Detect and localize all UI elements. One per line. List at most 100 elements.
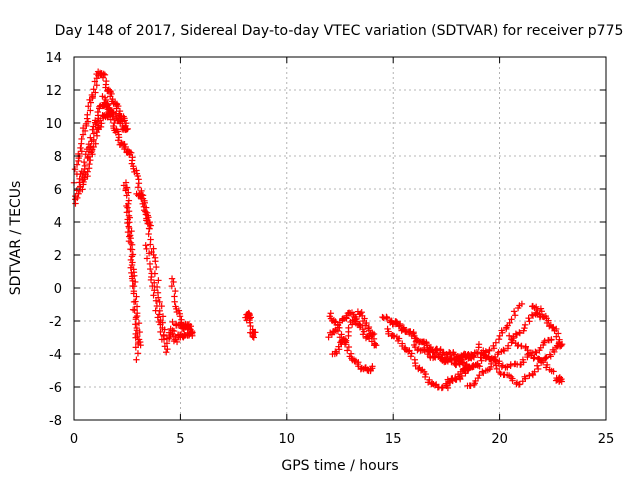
y-tick-label: 2 [54,249,62,264]
data-point [133,303,141,310]
data-point [516,381,523,388]
data-point [107,116,115,123]
data-point [421,347,428,354]
data-point [537,305,545,312]
data-point [152,307,159,314]
data-point [127,256,135,264]
data-point [71,165,79,173]
data-point [139,192,147,199]
data-point [503,363,511,370]
data-point [152,297,160,304]
data-point [149,282,156,290]
data-point [539,359,547,366]
data-point [331,319,338,326]
data-point [159,324,166,332]
data-point [124,228,132,236]
data-point [421,373,429,381]
data-point [126,151,133,158]
data-point [84,118,92,125]
data-point [169,318,176,326]
data-point [87,156,94,164]
data-point [172,336,179,343]
x-tick-label: 0 [70,432,78,447]
data-point [481,352,489,359]
data-point [114,137,122,144]
data-point [87,134,94,141]
data-point [524,346,531,354]
data-point [169,330,176,338]
data-point [518,300,526,308]
plot-frame [73,56,607,421]
data-point [130,266,137,273]
data-point [398,327,405,334]
data-point [433,349,440,357]
data-point [408,350,415,357]
series-track-1 [70,68,131,186]
x-tick-label: 5 [176,432,184,447]
data-point [79,131,87,138]
data-point [404,348,412,355]
data-point [171,298,178,305]
data-point [123,184,131,191]
data-point [543,354,550,361]
data-point [495,336,503,343]
data-point [176,313,184,320]
data-point [81,162,89,170]
data-point [78,135,85,143]
data-point [99,74,107,81]
data-point [553,333,560,340]
series-track-12 [242,309,259,341]
data-point [142,242,149,249]
data-point [90,86,97,93]
data-point [87,99,94,106]
series-track-15 [329,308,380,358]
data-point [550,368,557,375]
data-point [143,245,150,253]
data-point [133,293,140,300]
data-point [325,333,332,341]
data-point [521,373,528,380]
data-point [124,204,131,211]
chart-title: Day 148 of 2017, Sidereal Day-to-day VTE… [55,23,624,39]
data-point [172,287,179,295]
data-point [408,332,415,340]
data-point [557,341,564,348]
data-point [85,103,92,110]
data-point [548,336,555,343]
data-point [326,329,334,336]
data-point [412,362,419,370]
data-point [93,82,100,89]
data-point [106,110,113,117]
data-point [470,363,477,370]
data-point [492,358,499,366]
data-point [115,134,123,141]
data-point [125,200,132,207]
data-point [393,319,401,326]
data-point [466,382,473,389]
data-point [422,370,429,378]
data-point [80,158,88,166]
data-point [406,329,413,336]
data-point [478,357,485,364]
data-point [500,346,507,354]
grid-lines [74,57,606,420]
data-point [344,347,351,354]
data-point [351,357,358,365]
data-point [550,324,557,332]
data-point [505,332,513,339]
x-tick-label: 20 [491,432,508,447]
data-point [476,371,483,379]
data-point [365,327,373,334]
data-point [128,275,136,282]
x-axis-label: GPS time / hours [281,458,398,474]
data-point [495,349,502,356]
y-tick-label: 14 [45,51,62,66]
data-point [158,336,166,343]
data-point [452,360,459,367]
data-point [465,365,473,372]
data-point [531,354,538,361]
data-point [143,255,151,262]
data-point [90,143,97,151]
data-point [151,287,158,294]
data-point [152,258,159,265]
